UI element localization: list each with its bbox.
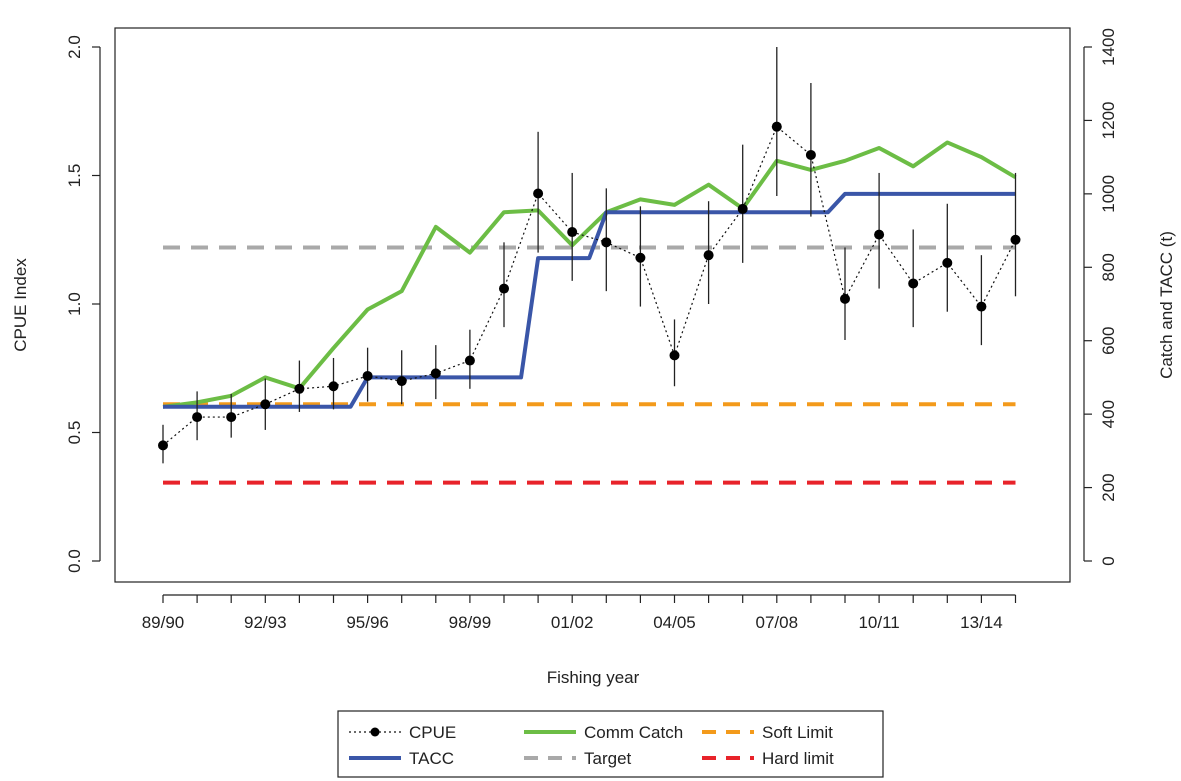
legend: CPUE TACC Comm Catch Target Soft Limit Hard l…	[337, 710, 884, 778]
x-tick-label: 04/05	[653, 613, 696, 632]
comm-catch-line	[162, 140, 1017, 409]
tacc-series	[163, 191, 1016, 409]
legend-comm-catch-label: Comm Catch	[584, 723, 683, 742]
right-tick-label: 400	[1099, 400, 1118, 428]
right-tick-label: 200	[1099, 473, 1118, 501]
legend-hard-limit-label: Hard limit	[762, 749, 834, 768]
right-tick-label: 800	[1099, 253, 1118, 281]
x-tick-label: 01/02	[551, 613, 594, 632]
cpue-point	[158, 440, 168, 451]
cpue-line	[162, 125, 1017, 446]
left-y-axis: 0.0 0.5 1.0 1.5 2.0	[65, 35, 101, 573]
cpue-point	[362, 370, 373, 381]
legend-cpue-label: CPUE	[409, 723, 456, 742]
cpue-point	[737, 203, 748, 214]
x-tick-label: 07/08	[756, 613, 799, 632]
cpue-point	[805, 149, 816, 160]
right-axis-label: Catch and TACC (t)	[1157, 231, 1176, 379]
cpue-point	[635, 252, 646, 263]
cpue-point	[464, 355, 475, 366]
cpue-point	[499, 283, 509, 294]
cpue-series	[158, 47, 1021, 464]
cpue-point	[942, 257, 953, 268]
cpue-point	[396, 376, 407, 387]
legend-target-label: Target	[584, 749, 632, 768]
comm-catch-series	[162, 140, 1017, 409]
x-axis: 89/90 92/93 95/96 98/99 01/02 04/05 07/08 10/11…	[142, 594, 1017, 632]
cpue-point	[430, 368, 441, 379]
cpue-point	[533, 188, 544, 199]
left-tick-label: 2.0	[65, 35, 84, 59]
cpue-point	[567, 227, 578, 238]
x-tick-label: 10/11	[858, 613, 899, 632]
cpue-point	[840, 293, 850, 304]
plot-frame	[114, 27, 1071, 583]
tacc-line	[163, 191, 1016, 409]
cpue-point	[908, 278, 919, 289]
left-axis-label: CPUE Index	[11, 258, 30, 352]
cpue-point	[328, 381, 339, 392]
cpue-point	[669, 350, 680, 361]
x-tick-label: 98/99	[449, 613, 492, 632]
right-tick-label: 1400	[1099, 28, 1118, 66]
x-tick-label: 92/93	[244, 613, 287, 632]
cpue-point	[226, 412, 237, 423]
legend-box	[337, 710, 884, 778]
cpue-point	[1010, 234, 1021, 245]
right-tick-label: 600	[1099, 327, 1118, 355]
right-tick-label: 1000	[1099, 175, 1118, 213]
x-tick-label: 13/14	[960, 613, 1003, 632]
left-tick-label: 1.0	[65, 292, 84, 316]
cpue-point	[703, 250, 714, 261]
left-tick-label: 1.5	[65, 164, 84, 188]
cpue-point	[874, 229, 885, 240]
cpue-point	[294, 383, 305, 394]
right-y-axis: 0 200 400 600 800 1000 1200 1400	[1083, 28, 1118, 566]
legend-tacc-label: TACC	[409, 749, 454, 768]
cpue-point	[771, 121, 782, 132]
cpue-point	[192, 412, 203, 423]
x-axis-label: Fishing year	[547, 668, 640, 687]
x-tick-label: 95/96	[346, 613, 389, 632]
right-tick-label: 1200	[1099, 102, 1118, 140]
legend-soft-limit-label: Soft Limit	[762, 723, 833, 742]
reference-lines	[163, 245, 1016, 485]
cpue-point	[976, 301, 987, 312]
cpue-point	[260, 399, 271, 410]
legend-cpue-marker	[370, 727, 380, 737]
x-tick-label: 89/90	[142, 613, 185, 632]
left-tick-label: 0.0	[65, 549, 84, 573]
cpue-point	[601, 237, 612, 248]
right-tick-label: 0	[1099, 556, 1118, 565]
left-tick-label: 0.5	[65, 421, 84, 445]
